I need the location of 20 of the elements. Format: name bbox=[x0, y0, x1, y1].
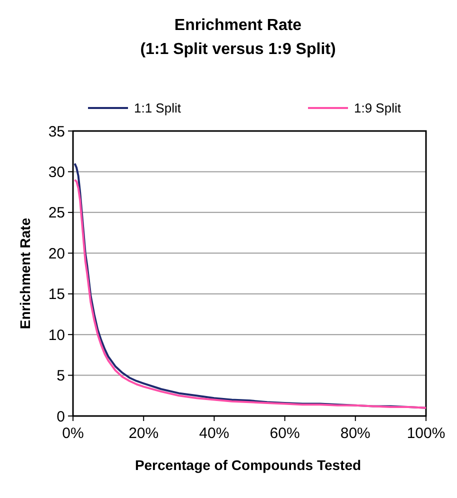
y-tick-label: 20 bbox=[48, 245, 65, 262]
x-tick-label: 80% bbox=[340, 425, 370, 442]
y-tick-label: 5 bbox=[56, 368, 65, 385]
y-axis-title: Enrichment Rate bbox=[17, 218, 33, 330]
legend-label: 1:9 Split bbox=[354, 100, 402, 116]
x-tick-label: 100% bbox=[406, 425, 446, 442]
legend-label: 1:1 Split bbox=[134, 100, 182, 116]
x-tick-label: 60% bbox=[270, 425, 300, 442]
x-tick-label: 40% bbox=[199, 425, 230, 442]
y-tick-label: 10 bbox=[48, 326, 65, 344]
y-tick-label: 35 bbox=[48, 123, 65, 140]
y-tick-label: 0 bbox=[56, 408, 65, 426]
x-axis-title: Percentage of Compounds Tested bbox=[134, 457, 362, 473]
y-tick-label: 30 bbox=[48, 164, 65, 181]
chart-subtitle: (1:1 Split versus 1:9 Split) bbox=[140, 41, 336, 58]
x-tick-label: 20% bbox=[128, 425, 159, 442]
x-tick-label: 0% bbox=[62, 425, 84, 442]
y-tick-label: 25 bbox=[48, 204, 65, 222]
y-tick-label: 15 bbox=[48, 286, 65, 304]
chart-title: Enrichment Rate bbox=[174, 17, 302, 34]
